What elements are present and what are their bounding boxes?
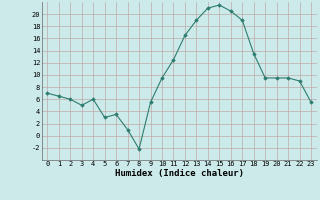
X-axis label: Humidex (Indice chaleur): Humidex (Indice chaleur) — [115, 169, 244, 178]
